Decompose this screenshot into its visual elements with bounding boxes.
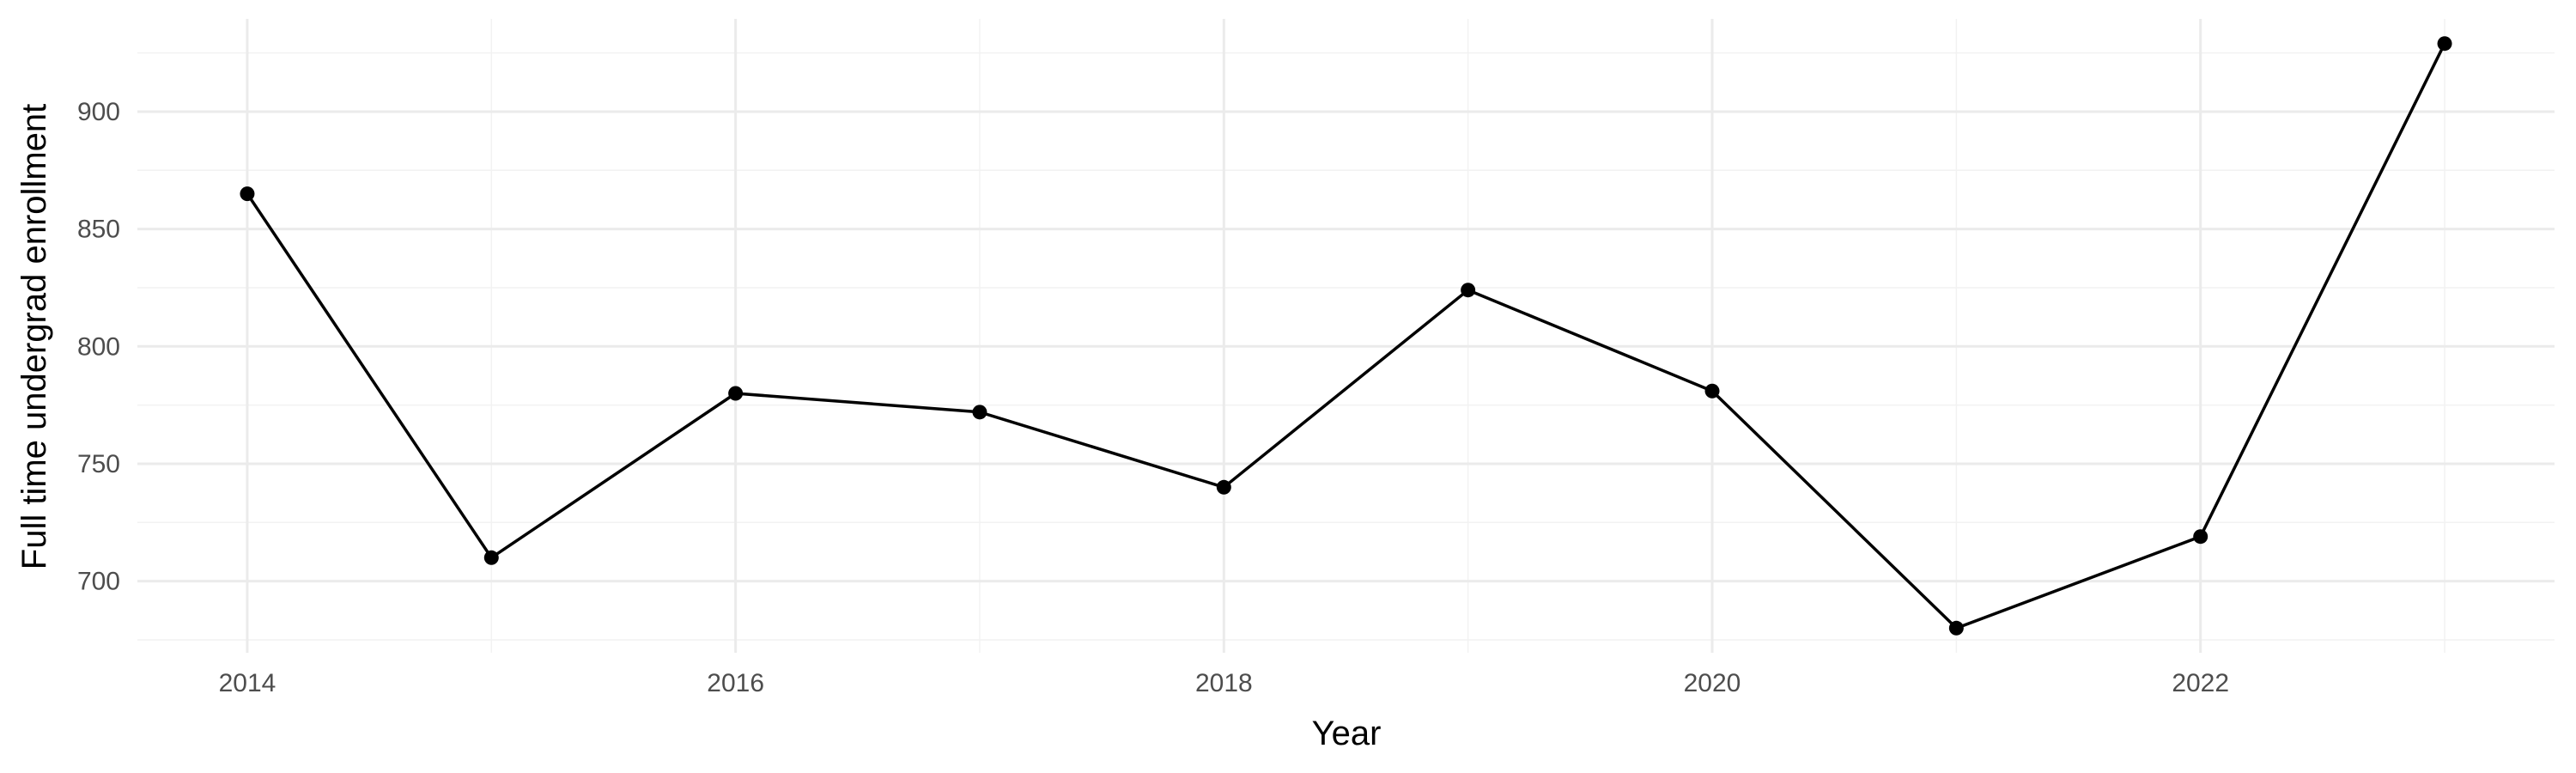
y-tick-label: 900 [77,98,120,126]
y-tick-label: 850 [77,216,120,244]
series-group [240,36,2452,636]
minor-gridlines [137,19,2555,653]
data-point-2022 [2193,529,2208,545]
series-line [246,42,2446,630]
y-axis-ticks: 700 750 800 850 900 [77,98,120,596]
y-axis-title: Full time undergrad enrollment [15,104,53,569]
y-tick-label: 800 [77,332,120,361]
x-tick-label: 2022 [2172,669,2229,697]
data-point-2019 [1461,283,1476,298]
data-point-2021 [1948,620,1964,636]
x-axis-ticks: 2014 2016 2018 2020 2022 [219,669,2229,697]
x-tick-label: 2014 [219,669,276,697]
x-axis-title: Year [1312,715,1382,752]
y-tick-label: 750 [77,450,120,478]
data-point-2016 [728,386,744,401]
y-tick-label: 700 [77,568,120,596]
x-tick-label: 2018 [1195,669,1253,697]
data-point-2018 [1216,479,1231,495]
major-gridlines [137,19,2555,653]
data-point-2015 [483,550,499,565]
data-point-2020 [1704,383,1720,399]
data-point-2017 [972,405,987,420]
data-point-2023 [2437,36,2452,52]
x-tick-label: 2016 [707,669,764,697]
data-point-2014 [240,186,255,202]
x-tick-label: 2020 [1684,669,1741,697]
